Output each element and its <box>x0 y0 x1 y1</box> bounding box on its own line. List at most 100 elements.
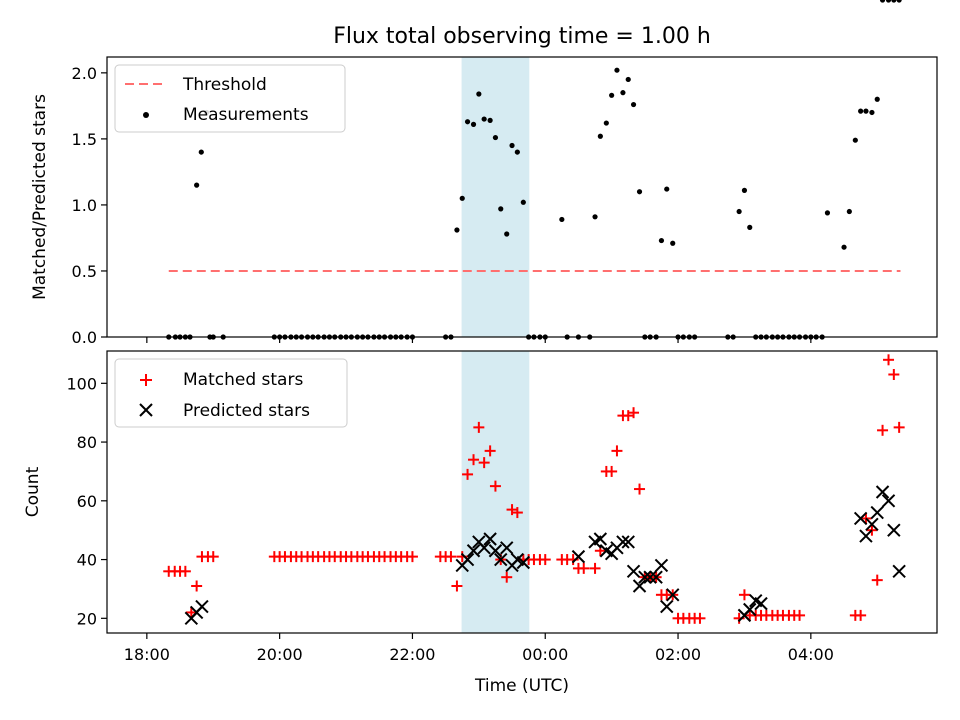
matched-star-point <box>871 574 883 586</box>
predicted-stars-points <box>184 485 906 626</box>
measurement-point <box>194 182 200 188</box>
measurement-point <box>670 240 676 246</box>
matched-star-point <box>888 369 900 380</box>
matched-star-point <box>462 468 474 480</box>
predicted-star-point <box>649 570 663 584</box>
measurement-point <box>896 0 902 3</box>
predicted-star-point <box>593 532 608 546</box>
matched-star-point <box>794 609 806 621</box>
y-tick-label: 2.0 <box>72 64 97 83</box>
bottom-legend-box <box>114 358 348 428</box>
matched-star-point <box>468 454 480 466</box>
matched-star-point <box>484 445 496 457</box>
predicted-star-point <box>892 564 906 579</box>
matched-star-point <box>611 445 623 457</box>
measurement-point <box>592 214 598 220</box>
predicted-star-point <box>887 523 901 537</box>
matched-star-point <box>185 606 197 618</box>
measurement-point <box>476 91 482 97</box>
measurement-point <box>846 208 852 215</box>
matched-star-point <box>511 507 523 519</box>
predicted-star-point <box>875 485 890 499</box>
predicted-star-point <box>870 505 884 520</box>
predicted-star-point <box>460 552 475 567</box>
top-y-axis-label: Matched/Predicted stars <box>30 94 50 300</box>
measurement-point <box>454 227 460 233</box>
matched-star-point <box>877 424 889 436</box>
chart-title: Flux total observing time = 1.00 h <box>333 24 711 49</box>
matched-star-point <box>606 465 618 477</box>
predicted-star-point <box>743 602 757 617</box>
measurement-point <box>470 121 477 127</box>
measurement-point <box>498 206 504 212</box>
predicted-star-point <box>853 511 868 526</box>
predicted-star-point <box>621 535 635 549</box>
measurement-point <box>664 186 670 192</box>
measurement-point <box>841 244 847 250</box>
predicted-star-point <box>488 544 503 558</box>
x-tick-label: 18:00 <box>124 645 170 664</box>
predicted-star-point <box>626 564 641 579</box>
matched-star-point <box>628 407 640 419</box>
matched-star-point <box>207 551 219 563</box>
predicted-star-point <box>638 570 652 584</box>
matched-star-point <box>893 421 905 433</box>
predicted-star-point <box>865 517 879 532</box>
matched-star-point <box>473 421 485 433</box>
x-tick-label: 22:00 <box>389 645 435 664</box>
matched-star-point <box>855 609 867 621</box>
predicted-star-point <box>477 541 491 555</box>
x-tick-label: 20:00 <box>257 645 303 664</box>
x-tick-label: 04:00 <box>788 645 834 664</box>
y-tick-label: 20 <box>77 609 97 628</box>
matched-star-point <box>578 562 590 574</box>
legend-matched-swatch <box>140 374 152 386</box>
bottom-axes-frame <box>106 350 938 634</box>
y-tick-label: 1.0 <box>72 196 97 215</box>
measurement-point <box>885 0 892 3</box>
y-tick-label: 60 <box>77 492 97 511</box>
matched-star-point <box>191 580 203 592</box>
predicted-star-point <box>500 541 514 555</box>
bottom-panel: 20 40 60 80 100 18:00 20:00 22:00 00:00 02:00 04:… <box>23 350 938 696</box>
matched-star-point <box>478 457 490 469</box>
measurement-point <box>509 142 515 149</box>
predicted-star-point <box>654 558 669 573</box>
measurement-point <box>504 231 510 237</box>
measurement-point <box>559 216 565 223</box>
top-axes-frame <box>106 56 938 338</box>
top-y-ticks: 0.0 0.5 1.0 1.5 2.0 <box>72 64 107 347</box>
top-panel: 0.00.51.01.52.0 Matched/Predicted stars … <box>30 0 938 347</box>
x-tick-label: 02:00 <box>655 645 701 664</box>
measurement-point <box>459 195 465 201</box>
predicted-star-point <box>632 579 647 593</box>
matched-star-point <box>634 483 646 495</box>
measurement-point <box>630 101 637 108</box>
predicted-star-point <box>616 535 630 549</box>
x-tick-label: 00:00 <box>522 645 568 664</box>
measurement-point <box>891 0 897 3</box>
measurement-point <box>481 116 487 122</box>
matched-star-point <box>406 551 418 563</box>
legend-measurements-label: Measurements <box>183 105 309 125</box>
y-tick-label: 0.0 <box>72 328 97 347</box>
matched-star-point <box>539 554 551 566</box>
measurement-point <box>658 237 665 244</box>
bottom-x-ticks: 18:00 20:00 22:00 00:00 02:00 04:00 <box>124 633 834 664</box>
predicted-star-point <box>195 599 209 614</box>
measurement-point <box>597 133 603 139</box>
predicted-star-point <box>571 549 586 564</box>
matched-star-point <box>694 612 706 624</box>
measurement-point <box>464 119 471 125</box>
matched-star-point <box>883 354 895 366</box>
measurement-point <box>747 224 753 230</box>
measurement-point <box>603 120 609 126</box>
legend-predicted-label: Predicted stars <box>183 401 310 421</box>
predicted-star-point <box>754 596 768 611</box>
matched-star-point <box>501 571 513 583</box>
measurement-point <box>520 199 526 205</box>
measurement-point <box>874 96 880 102</box>
y-tick-label: 1.5 <box>72 130 97 149</box>
y-tick-label: 40 <box>77 551 97 570</box>
